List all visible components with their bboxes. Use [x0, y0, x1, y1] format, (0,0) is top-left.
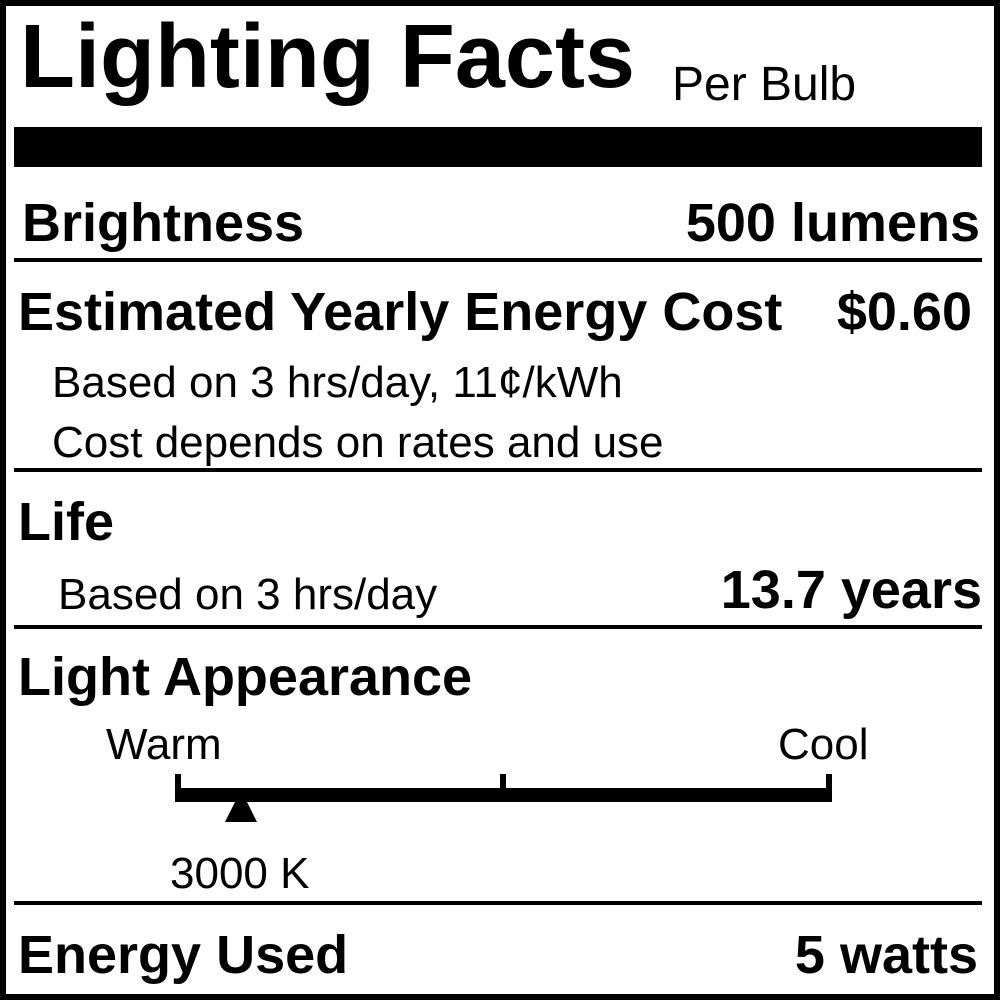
life-note: Based on 3 hrs/day — [58, 570, 438, 619]
cool-label: Cool — [778, 720, 869, 769]
label-title: Lighting Facts — [20, 7, 635, 107]
life-label: Life — [18, 492, 115, 552]
appearance-label: Light Appearance — [18, 647, 473, 707]
cost-note-rate: Based on 3 hrs/day, 11¢/kWh — [52, 358, 623, 407]
energy-value: 5 watts — [794, 925, 978, 985]
temperature-marker-icon — [224, 790, 257, 822]
label-subtitle: Per Bulb — [672, 58, 857, 111]
brightness-value: 500 lumens — [685, 193, 980, 253]
cost-label: Estimated Yearly Energy Cost — [18, 282, 783, 342]
divider — [14, 901, 982, 905]
cost-note-usage: Cost depends on rates and use — [52, 418, 664, 467]
cost-value: $0.60 — [836, 282, 972, 342]
scale-tick-cool — [826, 774, 832, 802]
divider — [14, 625, 982, 629]
warm-label: Warm — [106, 720, 222, 769]
divider — [14, 468, 982, 472]
scale-tick-middle — [500, 774, 506, 802]
energy-label: Energy Used — [18, 925, 349, 985]
brightness-label: Brightness — [22, 193, 305, 253]
scale-tick-warm — [175, 774, 181, 802]
life-value: 13.7 years — [720, 560, 982, 620]
title-bar — [14, 127, 982, 167]
color-temperature-value: 3000 K — [170, 849, 310, 898]
divider — [14, 258, 982, 262]
